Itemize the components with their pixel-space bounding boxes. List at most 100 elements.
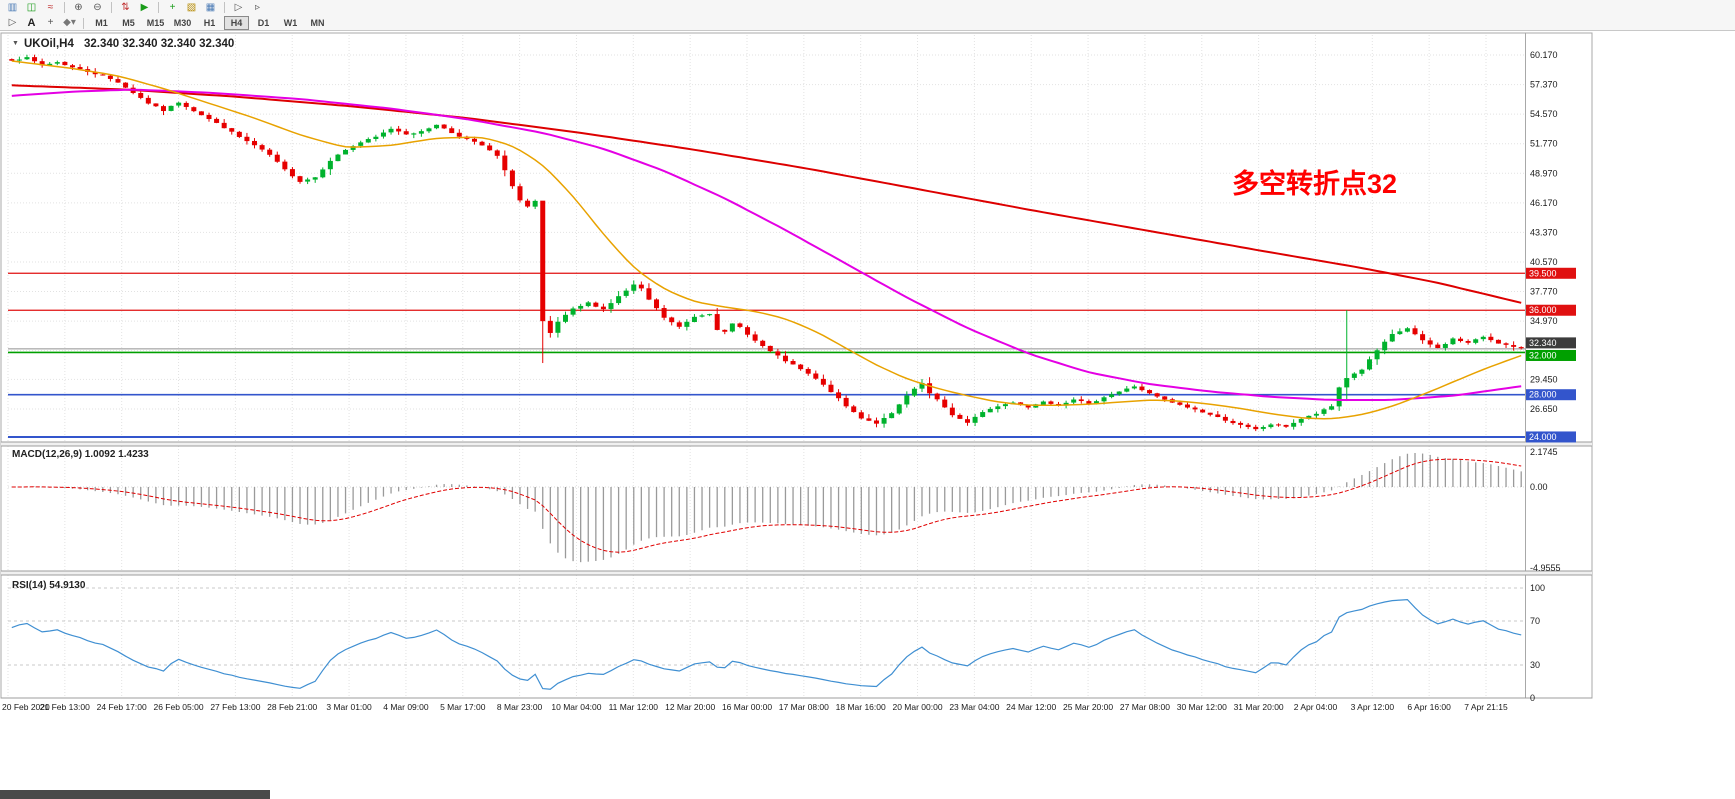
svg-text:100: 100 [1530,583,1545,593]
price-tags: 32.340 39.500 36.000 32.000 28.000 24.000 [1526,267,1576,443]
svg-text:46.170: 46.170 [1530,198,1558,208]
price-scale[interactable]: 60.170 57.370 54.570 51.770 48.970 46.170 43.3… [1530,50,1561,703]
toolbar-row-charts: ▥ ◫ ≈ ⊕ ⊖ ⇅ ▶ + ▧ ▦ ▷ ▹ [0,0,1735,15]
templates-icon[interactable]: ▧ [186,1,197,13]
svg-text:7 Apr 21:15: 7 Apr 21:15 [1464,702,1508,712]
moving-average-lines [11,60,1522,420]
svg-text:51.770: 51.770 [1530,139,1558,149]
svg-text:30: 30 [1530,660,1540,670]
timeframe-m1-button[interactable]: M1 [95,18,108,28]
toolbar-separator [158,2,159,13]
timeframe-m15-button[interactable]: M15 [146,18,165,28]
line-chart-icon[interactable]: ≈ [47,1,54,13]
crosshair-tool-icon[interactable]: + [47,17,54,28]
svg-text:29.450: 29.450 [1530,374,1558,384]
chart-title-symbol: UKOil,H4 [24,38,74,50]
svg-text:31 Mar 20:00: 31 Mar 20:00 [1234,702,1284,712]
svg-text:30 Mar 12:00: 30 Mar 12:00 [1177,702,1227,712]
svg-text:2.1745: 2.1745 [1530,447,1558,457]
timeframe-m5-button[interactable]: M5 [122,18,135,28]
chart-shift-icon[interactable]: ▹ [254,1,261,13]
cursor-tool-icon[interactable]: ▷ [8,17,17,28]
toolbar-separator [64,2,65,13]
chart-annotation-text[interactable]: 多空转折点32 [1232,168,1397,199]
timeframe-m30-button[interactable]: M30 [173,18,192,28]
svg-text:23 Mar 04:00: 23 Mar 04:00 [949,702,999,712]
svg-text:3 Mar 01:00: 3 Mar 01:00 [326,702,372,712]
svg-text:28.000: 28.000 [1529,390,1557,400]
svg-text:27 Mar 08:00: 27 Mar 08:00 [1120,702,1170,712]
svg-text:21 Feb 13:00: 21 Feb 13:00 [40,702,90,712]
svg-text:11 Mar 12:00: 11 Mar 12:00 [609,702,659,712]
svg-text:28 Feb 21:00: 28 Feb 21:00 [267,702,317,712]
svg-text:26 Feb 05:00: 26 Feb 05:00 [153,702,203,712]
bar-chart-icon[interactable]: ▥ [7,1,18,13]
macd-panel [8,453,1525,563]
timeframe-d1-button[interactable]: D1 [257,18,270,28]
candlestick-series [9,54,1524,432]
text-tool-button[interactable]: A [27,16,36,29]
svg-text:34.970: 34.970 [1530,316,1558,326]
svg-text:2 Apr 04:00: 2 Apr 04:00 [1294,702,1338,712]
svg-text:16 Mar 00:00: 16 Mar 00:00 [722,702,772,712]
chart-dropdown-arrow-icon[interactable]: ▼ [12,40,19,47]
svg-text:54.570: 54.570 [1530,109,1558,119]
candlestick-chart-icon[interactable]: ◫ [26,1,37,13]
chart-canvas[interactable]: 60.170 57.370 54.570 51.770 48.970 46.170 43.3… [0,31,1735,799]
timeframe-mn-button[interactable]: MN [310,18,325,28]
svg-text:39.500: 39.500 [1529,268,1557,278]
timeframe-w1-button[interactable]: W1 [283,18,298,28]
svg-text:18 Mar 16:00: 18 Mar 16:00 [836,702,886,712]
rsi-panel [8,587,1525,690]
svg-text:40.570: 40.570 [1530,257,1558,267]
line-studies-dropdown[interactable]: ◆▾ [63,17,76,28]
svg-text:25 Mar 20:00: 25 Mar 20:00 [1063,702,1113,712]
svg-text:27 Feb 13:00: 27 Feb 13:00 [210,702,260,712]
chart-title-ohlc: 32.340 32.340 32.340 32.340 [84,38,234,50]
svg-text:32.000: 32.000 [1529,350,1557,360]
svg-text:5 Mar 17:00: 5 Mar 17:00 [440,702,486,712]
toolbar-separator [111,2,112,13]
svg-text:10 Mar 04:00: 10 Mar 04:00 [551,702,601,712]
new-order-icon[interactable]: ⇅ [121,1,130,13]
zoom-out-icon[interactable]: ⊖ [93,1,102,13]
tile-windows-icon[interactable]: ▦ [205,1,216,13]
svg-text:70: 70 [1530,616,1540,626]
svg-text:57.370: 57.370 [1530,80,1558,90]
svg-text:-4.9555: -4.9555 [1530,563,1561,573]
svg-text:43.370: 43.370 [1530,227,1558,237]
svg-text:26.650: 26.650 [1530,404,1558,414]
svg-text:3 Apr 12:00: 3 Apr 12:00 [1351,702,1395,712]
svg-text:4 Mar 09:00: 4 Mar 09:00 [383,702,429,712]
svg-text:8 Mar 23:00: 8 Mar 23:00 [497,702,543,712]
horizontal-level-lines[interactable] [8,272,1525,438]
autotrading-icon[interactable]: ▶ [140,1,149,13]
svg-text:24.000: 24.000 [1529,432,1557,442]
svg-text:24 Feb 17:00: 24 Feb 17:00 [97,702,147,712]
svg-text:32.340: 32.340 [1529,338,1557,348]
toolbar-row-tools-timeframes: ▷ A + ◆▾ M1 M5 M15 M30 H1 H4 D1 W1 MN [0,15,1735,31]
taskbar-strip [0,790,270,799]
svg-text:36.000: 36.000 [1529,305,1557,315]
toolbar: ▥ ◫ ≈ ⊕ ⊖ ⇅ ▶ + ▧ ▦ ▷ ▹ ▷ A + ◆▾ M1 M5 M15 M30 H1 H4 D1 W1 MN [0,0,1735,31]
svg-text:48.970: 48.970 [1530,168,1558,178]
svg-text:0.00: 0.00 [1530,482,1548,492]
svg-text:24 Mar 12:00: 24 Mar 12:00 [1006,702,1056,712]
indicators-icon[interactable]: + [169,1,176,13]
svg-text:6 Apr 16:00: 6 Apr 16:00 [1407,702,1451,712]
svg-text:37.770: 37.770 [1530,287,1558,297]
timeframe-h4-button[interactable]: H4 [224,16,249,30]
toolbar-separator [83,17,84,29]
svg-text:60.170: 60.170 [1530,50,1558,60]
auto-scroll-icon[interactable]: ▷ [234,1,243,13]
svg-text:17 Mar 08:00: 17 Mar 08:00 [779,702,829,712]
svg-text:12 Mar 20:00: 12 Mar 20:00 [665,702,715,712]
chart-frame-and-separators[interactable] [0,32,1593,699]
svg-text:20 Feb 2020: 20 Feb 2020 [2,702,50,712]
zoom-in-icon[interactable]: ⊕ [74,1,83,13]
toolbar-separator [224,2,225,13]
svg-text:0: 0 [1530,693,1535,703]
timeframe-h1-button[interactable]: H1 [203,18,216,28]
